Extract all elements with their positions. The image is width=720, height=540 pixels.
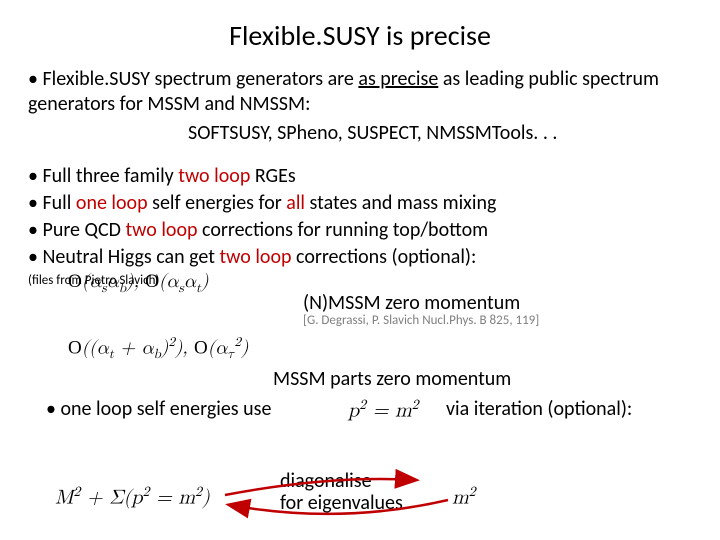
diag-line1: diagonalise xyxy=(280,470,403,492)
b3-post: corrections for running top/bottom xyxy=(198,218,489,242)
b1-red: two loop xyxy=(178,164,250,188)
math-order-row1: O(αsαb), O(αsαt) xyxy=(68,270,692,297)
math-p2-eq-m2: p2 = m2 xyxy=(348,397,419,423)
diag-line2: for eigenvalues xyxy=(280,492,403,514)
slide-title: Flexible.SUSY is precise xyxy=(28,18,692,53)
intro-pre: • Flexible.SUSY spectrum generators are xyxy=(28,67,358,91)
intro-underline: as precise xyxy=(358,67,438,91)
b4-post: corrections (optional): xyxy=(292,245,477,269)
bullet-rges: • Full three family two loop RGEs xyxy=(28,163,692,190)
intro-paragraph: • Flexible.SUSY spectrum generators are … xyxy=(28,67,692,117)
oneloop-pre: • one loop self energies use xyxy=(46,397,271,421)
bullet-selfenergies: • Full one loop self energies for all st… xyxy=(28,190,692,217)
b1-post: RGEs xyxy=(250,164,295,188)
math-order-row2: O((αt + αb)2), O(ατ2) xyxy=(68,334,692,363)
b2-pre: • Full xyxy=(28,191,76,215)
mssm-zero-momentum: MSSM parts zero momentum xyxy=(273,367,692,391)
bullet-oneloop-iter: • one loop self energies use p2 = m2 via… xyxy=(46,397,692,421)
b4-red: two loop xyxy=(219,245,291,269)
b2-post: states and mass mixing xyxy=(305,191,496,215)
b4-pre: • Neutral Higgs can get xyxy=(28,245,219,269)
b2-red1: one loop xyxy=(76,191,148,215)
citation-bracket: [G. Degrassi, P. Slavich Nucl.Phys. B 82… xyxy=(303,313,692,328)
bullet-qcd: • Pure QCD two loop corrections for runn… xyxy=(28,217,692,244)
via-iteration: via iteration (optional): xyxy=(446,397,632,421)
math-m2-plus-sigma: M2 + Σ(p2 = m2) xyxy=(55,484,210,510)
b3-red: two loop xyxy=(125,218,197,242)
bullet-higgs: • Neutral Higgs can get two loop correct… xyxy=(28,244,692,271)
b2-red2: all xyxy=(286,191,305,215)
diagonalise-block: diagonalise for eigenvalues xyxy=(280,470,403,514)
b1-pre: • Full three family xyxy=(28,164,178,188)
b2-mid: self energies for xyxy=(148,191,287,215)
tools-list: SOFTSUSY, SPheno, SUSPECT, NMSSMTools. .… xyxy=(188,121,692,145)
math-m2-right: m2 xyxy=(452,484,476,510)
b3-pre: • Pure QCD xyxy=(28,218,125,242)
